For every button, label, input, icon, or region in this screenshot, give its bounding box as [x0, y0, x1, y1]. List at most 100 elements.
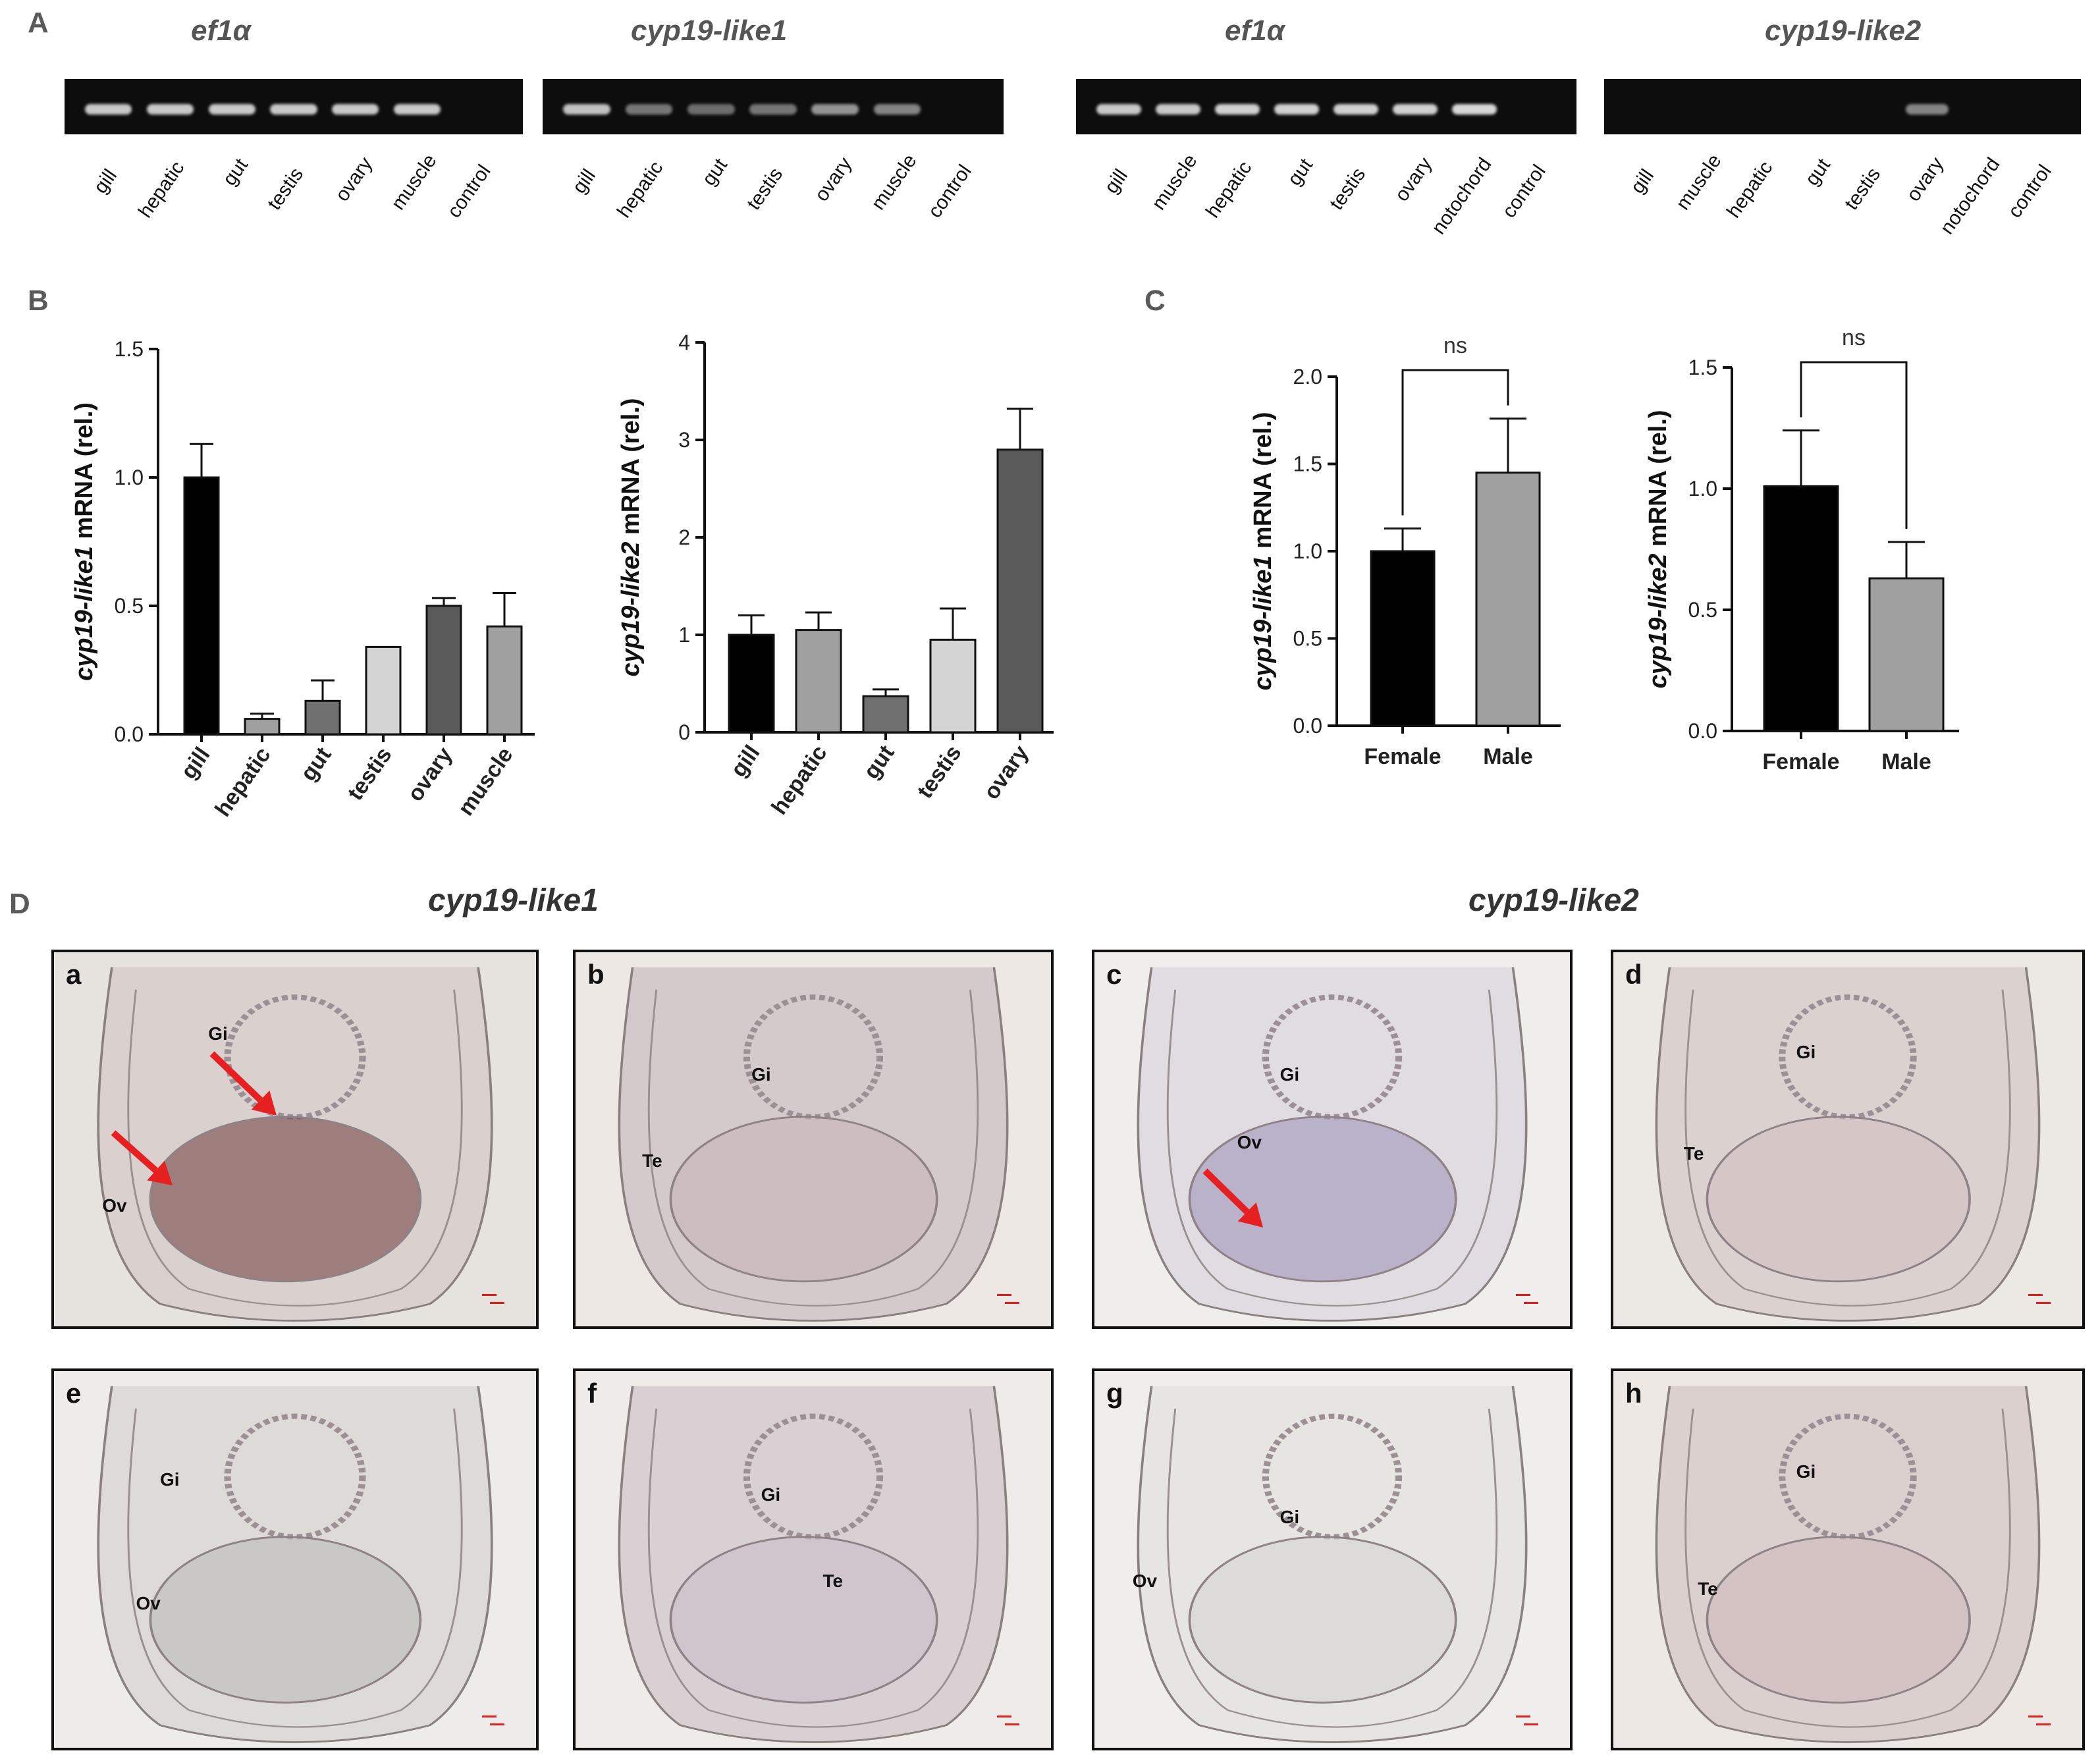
gonad-region	[669, 1116, 938, 1283]
y-tick-label: 0.5	[1688, 598, 1717, 622]
gel-lane-label: control	[1497, 161, 1550, 222]
gel-band	[1155, 104, 1201, 115]
y-axis-label: cyp19-like2 mRNA (rel.)	[617, 398, 645, 676]
gel-band	[1905, 104, 1949, 115]
histology-image-f: f Gi Te	[573, 1368, 1054, 1750]
x-tick-label: Male	[1483, 744, 1533, 769]
scale-bar	[1005, 1723, 1019, 1725]
image-letter: b	[587, 959, 605, 990]
bar	[1370, 550, 1436, 727]
gel-band	[625, 104, 673, 115]
gel1-gene-title: ef1α	[191, 14, 251, 47]
histology-image-c: c Gi Ov	[1092, 950, 1573, 1329]
x-tick-label: testis	[342, 743, 396, 805]
gel-lane-label: control	[443, 161, 495, 222]
tissue-section-f	[618, 1386, 1009, 1743]
tissue-section-d	[1655, 967, 2041, 1322]
arrow-shaft	[1202, 1168, 1250, 1214]
gel-lane-label: hepatic	[613, 157, 668, 222]
image-letter: h	[1625, 1378, 1642, 1409]
gill-structure	[224, 1413, 366, 1540]
gel-lane-label: control	[923, 161, 976, 222]
y-tick-label: 0.0	[1293, 714, 1322, 738]
gel-band	[749, 104, 797, 115]
y-axis-label-gene: cyp19-like1	[70, 546, 98, 681]
tissue-label-gi: Gi	[1796, 1461, 1816, 1482]
scale-bar	[997, 1294, 1011, 1296]
gel-band	[1274, 104, 1320, 115]
tissue-label-gi: Gi	[761, 1484, 781, 1505]
y-axis-label-gene: cyp19-like1	[1249, 556, 1277, 691]
gel-band	[1392, 104, 1438, 115]
body-wall	[127, 1409, 463, 1728]
scale-bar	[2028, 1716, 2043, 1717]
histology-image-d: d Gi Te	[1611, 950, 2085, 1329]
gel-lane-label: ovary	[811, 153, 857, 206]
gel-lane-label: muscle	[867, 149, 921, 214]
y-tick-label: 0.5	[115, 594, 144, 618]
gonad-region	[149, 1536, 422, 1704]
scale-bar	[2036, 1723, 2051, 1725]
gel-lane-label: muscle	[387, 149, 441, 214]
image-letter: f	[587, 1378, 597, 1409]
y-tick-label: 4	[678, 331, 690, 354]
gel-lane-label: control	[2004, 161, 2056, 222]
image-letter: a	[66, 959, 82, 990]
bar	[365, 645, 402, 736]
tissue-label-ov: Ov	[1132, 1571, 1158, 1592]
gel-lane-label: testis	[1841, 163, 1885, 214]
tissue-label-te: Te	[822, 1571, 844, 1592]
x-tick-label: Female	[1364, 744, 1441, 769]
panel-d-gene-2: cyp19-like2	[1468, 883, 1639, 918]
arrow-head	[1237, 1202, 1263, 1228]
y-tick-label: 1.0	[115, 466, 144, 489]
y-tick-label: 3	[678, 428, 690, 452]
tissue-label-gi: Gi	[1279, 1064, 1300, 1085]
y-axis-label-gene: cyp19-like2	[617, 542, 645, 677]
histology-image-e: e Gi Ov	[51, 1368, 539, 1750]
y-tick-label: 1.0	[1688, 477, 1717, 500]
panel-d-gene-1: cyp19-like1	[428, 883, 599, 918]
tissue-label-te: Te	[1683, 1143, 1704, 1164]
y-axis-label-unit: mRNA (rel.)	[1249, 412, 1277, 555]
panel-label-b: B	[28, 284, 49, 317]
gel-lane-label: gill	[1627, 165, 1659, 198]
red-arrow	[111, 1130, 173, 1185]
histology-image-a: a Gi Ov	[51, 950, 539, 1329]
scale-bar	[1005, 1302, 1019, 1304]
gel-lane-label: ovary	[1390, 153, 1437, 206]
gel-lane-label: gill	[1100, 165, 1132, 198]
gel-band	[811, 104, 859, 115]
tissue-section-e	[97, 1386, 493, 1743]
gel-lane-label: testis	[263, 163, 308, 214]
gill-structure	[1262, 1413, 1403, 1540]
bar	[183, 476, 220, 736]
scale-bar	[2036, 1302, 2051, 1304]
gonad-region	[1188, 1116, 1457, 1283]
gonad-region	[149, 1116, 422, 1283]
bar	[425, 605, 462, 736]
gonad-region	[1706, 1116, 1971, 1283]
panel-label-a: A	[28, 7, 49, 39]
bar	[1475, 472, 1541, 727]
tissue-label-gi: Gi	[1796, 1042, 1816, 1063]
gel-lane-label: muscle	[1671, 149, 1726, 214]
bar	[1868, 577, 1945, 732]
image-letter: g	[1106, 1378, 1123, 1409]
gel-band	[85, 104, 132, 115]
tissue-label-gi: Gi	[1279, 1506, 1300, 1527]
x-tick-label: gut	[296, 743, 336, 786]
tissue-section-g	[1137, 1386, 1528, 1743]
image-letter: e	[66, 1378, 82, 1409]
gill-structure	[224, 994, 366, 1120]
y-tick-label: 2	[678, 526, 690, 549]
significance-bracket	[1401, 369, 1509, 516]
gel-band	[873, 104, 921, 115]
tissue-label-gi: Gi	[208, 1023, 228, 1044]
scale-bar	[482, 1294, 497, 1296]
gel-band	[1451, 104, 1497, 115]
significance-bracket	[1800, 361, 1908, 529]
x-tick-label: gill	[176, 743, 215, 784]
tissue-section-b	[618, 967, 1009, 1322]
scale-bar	[997, 1716, 1011, 1717]
